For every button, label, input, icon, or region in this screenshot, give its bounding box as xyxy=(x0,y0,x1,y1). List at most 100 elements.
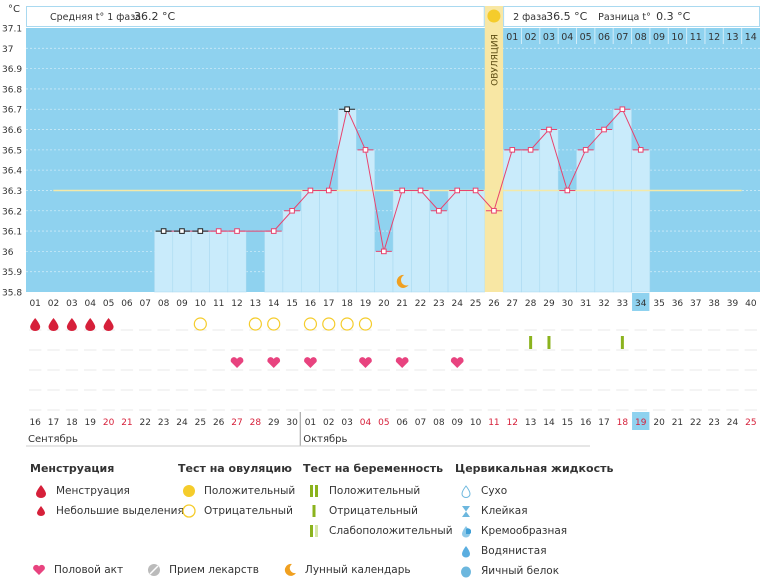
ovulation-sun-icon xyxy=(487,9,501,23)
cycle-day-label: 24 xyxy=(451,299,463,309)
cycle-day-label: 38 xyxy=(708,299,720,309)
date-label: 18 xyxy=(66,418,78,428)
date-label: 25 xyxy=(745,418,756,428)
date-label: 07 xyxy=(415,418,426,428)
cycle-day-label: 27 xyxy=(507,299,518,309)
cycle-day-label: 36 xyxy=(672,299,684,309)
temperature-point xyxy=(215,228,222,234)
phase2-day-number: 02 xyxy=(525,32,537,43)
legend-bottom: Половой акт Прием лекарств Лунный календ… xyxy=(28,560,411,580)
date-label: 20 xyxy=(653,418,665,428)
date-label: 25 xyxy=(195,418,206,428)
legend-lunar: Лунный календарь xyxy=(304,564,411,576)
temperature-point xyxy=(399,187,405,194)
legend-intercourse: Половой акт xyxy=(54,564,124,576)
date-label: 11 xyxy=(488,418,499,428)
legend-cervical: Цервикальная жидкость Сухо Клейкая Кремо… xyxy=(455,462,613,581)
cycle-day-label: 40 xyxy=(745,299,757,309)
phase2-day-number: 05 xyxy=(580,32,592,43)
phase2-day-number: 07 xyxy=(616,32,628,43)
month-label: Сентябрь xyxy=(28,434,78,445)
y-unit-label: °C xyxy=(8,4,20,15)
temperature-point xyxy=(417,187,424,194)
date-label: 02 xyxy=(323,418,334,428)
date-label: 19 xyxy=(84,418,96,428)
phase2-day-number: 10 xyxy=(671,32,683,43)
date-label: 09 xyxy=(451,418,463,428)
temperature-bar xyxy=(576,149,596,293)
y-tick-label: 35.9 xyxy=(2,268,22,278)
temperature-point xyxy=(472,187,479,194)
cycle-day-label: 26 xyxy=(488,299,500,309)
temperature-bar xyxy=(539,129,559,293)
phase2-day-number: 11 xyxy=(690,32,702,43)
temperature-point xyxy=(234,228,240,234)
pill-icon xyxy=(143,563,165,577)
temperature-bar xyxy=(264,230,284,293)
date-label: 20 xyxy=(103,418,115,428)
legend-ovulation-negative: Отрицательный xyxy=(204,505,293,517)
pregnancy-positive-icon xyxy=(303,484,325,498)
y-tick-label: 36.6 xyxy=(2,126,22,136)
temperature-bar xyxy=(209,230,229,293)
cycle-day-label: 20 xyxy=(378,299,390,309)
date-label: 27 xyxy=(231,418,242,428)
cycle-day-label: 06 xyxy=(121,299,133,309)
cycle-day-label: 23 xyxy=(433,299,444,309)
temperature-bar xyxy=(301,190,320,293)
menstruation-drop-icon xyxy=(66,318,77,331)
watery-drop-icon xyxy=(455,545,477,558)
cycle-day-label: 04 xyxy=(84,299,96,309)
creamy-drop-icon xyxy=(455,525,477,538)
legend-ovulation-test-title: Тест на овуляцию xyxy=(178,462,292,475)
cycle-day-label: 25 xyxy=(470,299,481,309)
heart-icon xyxy=(267,357,281,368)
cycle-day-label: 19 xyxy=(360,299,372,309)
temperature-bar xyxy=(154,230,174,293)
phase2-day-number: 01 xyxy=(506,32,518,43)
temperature-point xyxy=(289,207,295,214)
cycle-day-label: 10 xyxy=(195,299,207,309)
diff-value: 0.3 °C xyxy=(656,10,690,23)
cycle-day-label: 22 xyxy=(415,299,426,309)
cycle-day-label: 13 xyxy=(250,299,261,309)
menstruation-drop-icon xyxy=(48,318,59,331)
legend-cervical-sticky: Клейкая xyxy=(481,505,528,517)
phase2-day-number: 09 xyxy=(653,32,665,43)
ovulation-negative-icon xyxy=(322,317,336,331)
date-label: 24 xyxy=(727,418,739,428)
ovulation-positive-icon xyxy=(178,484,200,498)
temperature-point xyxy=(270,228,277,234)
legend-menstruation: Менструация Менструация Небольшие выделе… xyxy=(30,462,184,521)
y-tick-label: 36.1 xyxy=(2,228,22,238)
menstruation-drop-icon xyxy=(103,318,114,331)
date-label: 16 xyxy=(29,418,41,428)
temperature-point xyxy=(381,248,387,255)
cycle-day-label: 05 xyxy=(103,299,114,309)
ovulation-label: ОВУЛЯЦИЯ xyxy=(490,34,500,86)
date-label: 29 xyxy=(268,418,280,428)
current-day-highlight xyxy=(632,293,650,311)
legend-pregnancy-weak: Слабоположительный xyxy=(329,525,453,537)
date-label: 23 xyxy=(708,418,719,428)
temperature-point xyxy=(491,207,497,214)
y-tick-label: 36.4 xyxy=(2,167,22,177)
date-label: 21 xyxy=(672,418,683,428)
spotting-drop-icon xyxy=(30,506,52,516)
lunar-moon-icon xyxy=(396,274,409,288)
temperature-bar xyxy=(392,190,412,293)
heart-icon xyxy=(450,357,464,368)
pregnancy-negative-icon xyxy=(620,336,624,349)
temperature-bar xyxy=(612,108,632,293)
legend-cervical-creamy: Кремообразная xyxy=(481,525,568,537)
ovulation-negative-icon xyxy=(267,317,281,331)
menstruation-drop-icon xyxy=(30,484,52,498)
y-tick-label: 36.7 xyxy=(2,106,22,116)
legend-pregnancy-positive: Положительный xyxy=(329,485,421,497)
cycle-day-label: 01 xyxy=(29,299,40,309)
date-label: 06 xyxy=(396,418,408,428)
phase2-value: 36.5 °C xyxy=(546,10,587,23)
y-tick-label: 36.5 xyxy=(2,146,22,156)
phase2-day-number: 13 xyxy=(726,32,738,43)
